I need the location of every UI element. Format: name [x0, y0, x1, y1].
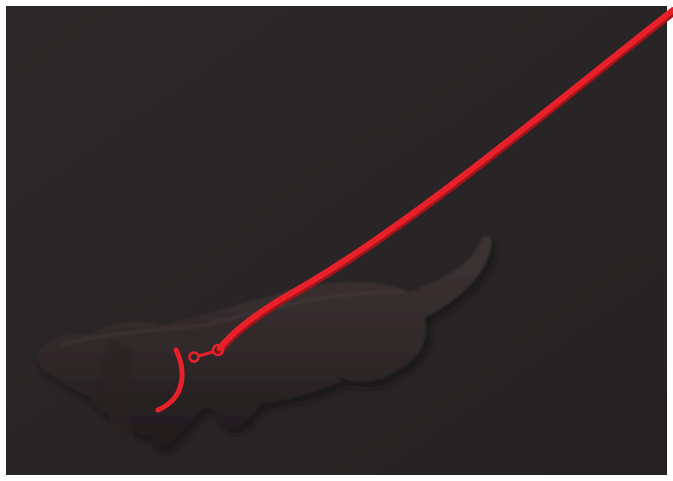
dog-ear	[101, 340, 135, 445]
leash-ring	[211, 343, 225, 357]
dog-body	[37, 235, 492, 448]
collar-ring	[188, 351, 200, 363]
dog-highlight	[59, 290, 406, 347]
leash-strap	[217, 7, 673, 351]
leash	[155, 7, 673, 413]
dog	[37, 235, 496, 453]
dog-leg-shadow	[339, 376, 381, 387]
leash-clip	[197, 350, 214, 358]
collar	[155, 347, 185, 413]
